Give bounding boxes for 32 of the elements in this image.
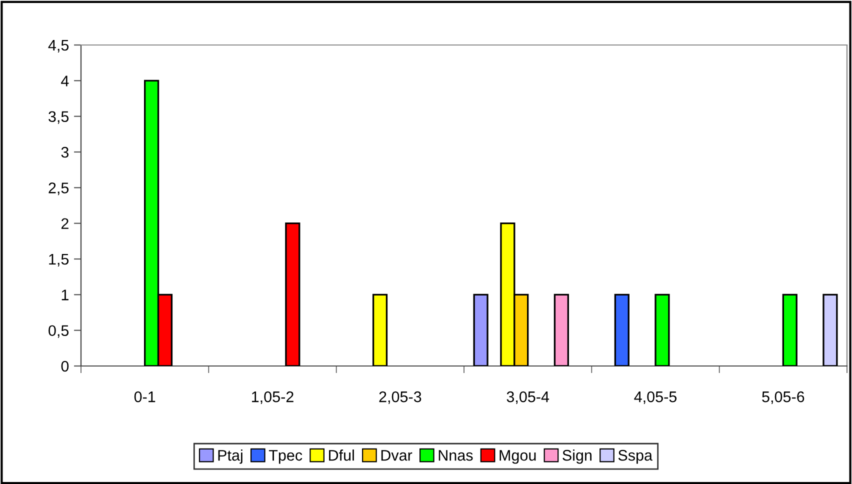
x-tick-label: 3,05-4 xyxy=(506,391,550,404)
bar xyxy=(554,294,569,366)
bar xyxy=(285,222,300,366)
x-tick-label: 5,05-6 xyxy=(762,391,804,404)
x-tick-label: 4,05-5 xyxy=(634,391,677,404)
legend-label: Dful xyxy=(329,450,354,461)
bar xyxy=(473,294,488,366)
bar xyxy=(614,294,630,366)
bar xyxy=(782,294,798,366)
y-tick-label: 0,5 xyxy=(48,325,69,338)
y-tick-label: 3,5 xyxy=(48,111,69,124)
bar xyxy=(372,294,388,366)
y-tick-label: 2,5 xyxy=(48,182,69,196)
legend-label: Sign xyxy=(562,450,592,464)
legend-label: Nnas xyxy=(438,450,473,461)
legend-label: Sspa xyxy=(618,450,653,464)
y-tick-label: 1 xyxy=(62,290,68,300)
bar xyxy=(654,294,670,366)
legend-label: Mgou xyxy=(500,450,536,464)
y-tick-label: 2 xyxy=(61,218,68,229)
y-tick-label: 1,5 xyxy=(49,254,69,266)
y-tick-label: 0 xyxy=(61,360,69,372)
x-tick-label: 2,05-3 xyxy=(379,391,422,404)
legend-label: Dvar xyxy=(381,450,412,461)
legend-label: Tpec xyxy=(268,450,302,464)
y-tick-label: 4 xyxy=(61,76,69,86)
x-tick-label: 1,05-2 xyxy=(252,391,294,404)
bar xyxy=(822,294,838,366)
y-tick-label: 3 xyxy=(61,146,69,158)
legend-label: Ptaj xyxy=(218,450,242,464)
y-tick-label: 4,5 xyxy=(48,40,69,52)
x-tick-label: 0-1 xyxy=(134,391,156,402)
